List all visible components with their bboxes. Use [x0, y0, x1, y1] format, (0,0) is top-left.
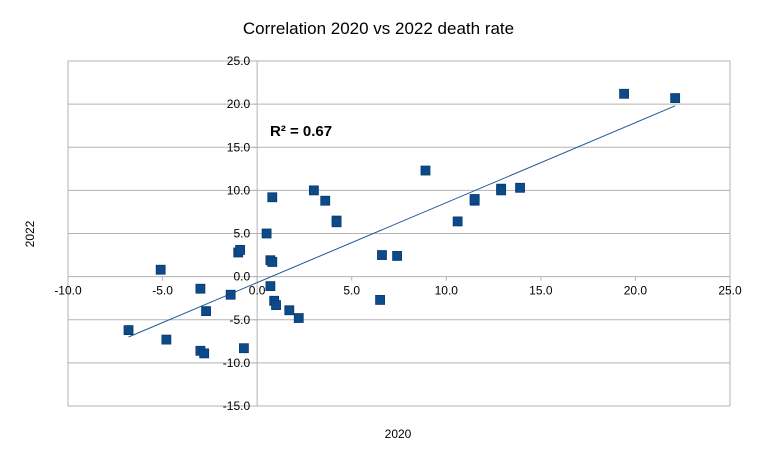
data-point: [619, 88, 629, 99]
data-point: [670, 93, 681, 103]
data-point: [261, 228, 272, 239]
y-tick-label: -5.0: [229, 313, 250, 327]
data-point: [199, 348, 210, 359]
data-point: [331, 217, 342, 228]
y-tick-label: 25.0: [227, 54, 251, 68]
data-point: [201, 306, 211, 317]
y-tick-label: 5.0: [233, 227, 250, 241]
data-point: [293, 313, 304, 323]
y-axis-title: 2022: [23, 220, 37, 247]
grid-lines: [68, 103, 730, 364]
y-tick-labels: 25.0 20.0 15.0 10.0 5.0 0.0 -5.0 -10.0 -15.0: [223, 54, 251, 413]
data-point: [375, 295, 385, 305]
y-tick-label: 20.0: [227, 97, 251, 111]
data-point: [161, 334, 172, 345]
trendline-group: [128, 105, 676, 338]
data-point: [420, 165, 431, 176]
trendline: [128, 105, 676, 338]
data-point: [496, 185, 507, 196]
data-point: [271, 300, 281, 310]
y-tick-label: -15.0: [223, 399, 251, 413]
x-axis-title: 2020: [385, 427, 412, 441]
data-point: [452, 216, 463, 227]
data-point: [267, 257, 278, 267]
x-tick-label: -5.0: [152, 284, 173, 298]
chart-title: Correlation 2020 vs 2022 death rate: [242, 19, 515, 38]
data-point: [392, 251, 403, 261]
data-point: [225, 289, 236, 300]
data-point: [308, 185, 319, 196]
x-tick-label: 10.0: [435, 284, 459, 298]
y-tick-label: 10.0: [227, 183, 251, 197]
x-tick-label: 20.0: [624, 284, 648, 298]
data-point: [377, 250, 387, 260]
x-tick-labels: -10.0 -5.0 0.0 5.0 10.0 15.0 20.0 25.0: [54, 284, 742, 298]
data-point: [155, 264, 166, 275]
data-point: [239, 343, 249, 354]
y-tick-label: -10.0: [223, 356, 251, 370]
data-points: [123, 88, 681, 359]
x-tick-label: -10.0: [54, 284, 82, 298]
data-point: [123, 325, 134, 336]
x-tick-label: 15.0: [529, 284, 553, 298]
data-point: [267, 192, 278, 203]
y-tick-label: 15.0: [227, 140, 251, 154]
data-point: [195, 283, 206, 294]
r-squared-annotation: R² = 0.67: [270, 123, 332, 140]
data-point: [469, 194, 480, 204]
axes: [67, 60, 731, 407]
x-tick-label: 5.0: [343, 284, 360, 298]
data-point: [515, 182, 525, 193]
data-point: [284, 305, 295, 316]
x-tick-label: 0.0: [249, 284, 266, 298]
data-point: [320, 195, 331, 206]
data-point: [265, 281, 276, 292]
x-tick-label: 25.0: [718, 284, 742, 298]
data-point: [235, 244, 246, 255]
y-tick-label: 0.0: [233, 270, 250, 284]
